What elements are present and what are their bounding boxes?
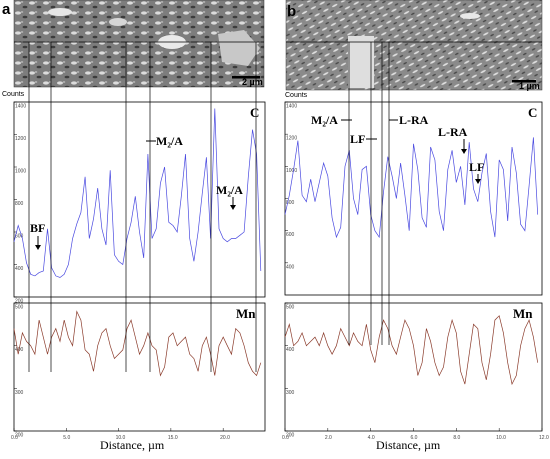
c-y-ticks-a: 200 400 600 800 1000 1200 1400 <box>14 101 26 305</box>
annotation-lf-down: LF <box>469 160 484 184</box>
y-tick-label: 1400 <box>15 104 26 110</box>
y-tick-label: 1000 <box>15 169 26 175</box>
element-label-c-a: C <box>250 105 259 120</box>
y-tick-label: 1200 <box>15 136 26 142</box>
c-plot-frame-a <box>13 101 266 298</box>
x-tick-label: 2.0 <box>325 435 332 441</box>
panel-a: a 2 µm Counts 200 400 600 800 1000 1200 1400 C… <box>2 0 266 452</box>
x-tick-label: 8.0 <box>453 435 460 441</box>
x-tick-label: 10.0 <box>496 435 506 441</box>
svg-text:M₂/A: M₂/A <box>311 113 338 127</box>
mn-line-a <box>13 310 262 377</box>
y-tick-label: 200 <box>15 433 24 439</box>
y-tick-label: 800 <box>15 201 24 207</box>
x-ticks-b: 0.0 2.0 4.0 6.0 8.0 10.0 12.0 <box>282 428 549 441</box>
x-axis-title-b: Distance, µm <box>376 438 441 452</box>
x-tick-label: 12.0 <box>539 435 549 441</box>
panel-b: b 1 µm Counts 400 600 800 1000 1200 1400 C 20… <box>282 0 549 452</box>
y-tick-label: 1400 <box>286 104 297 110</box>
element-label-c-b: C <box>528 105 537 120</box>
x-tick-label: 0.0 <box>282 435 289 441</box>
svg-text:L-RA: L-RA <box>438 125 468 139</box>
y-tick-label: 400 <box>286 264 295 270</box>
annotation-m2a-left: M₂/A <box>146 134 183 148</box>
y-tick-label: 200 <box>286 433 295 439</box>
mn-plot-frame-a <box>13 302 266 432</box>
guide-lines-a <box>28 42 257 372</box>
annotation-lra-down: L-RA <box>438 125 468 154</box>
annotation-m2a-b: M₂/A <box>311 113 352 127</box>
y-tick-label: 500 <box>286 305 295 311</box>
svg-text:LF: LF <box>350 132 365 146</box>
guide-lines-b <box>348 42 390 345</box>
scale-bar-label-a: 2 µm <box>242 77 263 87</box>
x-tick-label: 0.0 <box>11 435 18 441</box>
x-axis-title-a: Distance, µm <box>100 438 165 452</box>
svg-text:L-RA: L-RA <box>399 113 429 127</box>
x-tick-label: 6.0 <box>411 435 418 441</box>
mn-plot-frame-b <box>284 302 543 432</box>
svg-text:BF: BF <box>30 221 45 235</box>
x-tick-label: 5.0 <box>63 435 70 441</box>
mn-y-ticks-b: 200 300 400 500 <box>285 302 295 439</box>
svg-text:M₂/A: M₂/A <box>216 183 243 197</box>
counts-label-a: Counts <box>2 91 25 98</box>
c-plot-frame-b <box>284 101 543 296</box>
x-tick-label: 10.0 <box>116 435 126 441</box>
x-tick-label: 15.0 <box>168 435 178 441</box>
annotation-lf-left: LF <box>350 132 377 146</box>
element-label-mn-a: Mn <box>236 306 256 321</box>
c-plot-a: 200 400 600 800 1000 1200 1400 C <box>13 101 266 305</box>
x-tick-label: 20.0 <box>220 435 230 441</box>
c-plot-b: 400 600 800 1000 1200 1400 C <box>284 101 543 296</box>
svg-text:M₂/A: M₂/A <box>156 134 183 148</box>
svg-text:LF: LF <box>469 160 484 174</box>
y-tick-label: 300 <box>286 390 295 396</box>
c-line-b <box>284 137 539 239</box>
c-y-ticks-b: 400 600 800 1000 1200 1400 <box>285 101 297 270</box>
scale-bar-label-b: 1 µm <box>519 81 540 91</box>
panel-letter-a: a <box>2 1 11 18</box>
sem-micrograph-a <box>13 0 265 88</box>
y-tick-label: 800 <box>286 200 295 206</box>
annotation-m2a-down: M₂/A <box>216 183 243 210</box>
element-label-mn-b: Mn <box>513 306 533 321</box>
y-tick-label: 400 <box>286 347 295 353</box>
y-tick-label: 600 <box>286 232 295 238</box>
mn-line-b <box>284 315 539 386</box>
y-tick-label: 1000 <box>286 168 297 174</box>
y-tick-label: 200 <box>15 299 24 305</box>
counts-label-b: Counts <box>285 92 308 99</box>
c-line-a <box>13 108 262 278</box>
x-tick-label: 4.0 <box>368 435 375 441</box>
annotation-lra-left: L-RA <box>389 113 429 127</box>
y-tick-label: 300 <box>15 390 24 396</box>
x-ticks-a: 0.0 5.0 10.0 15.0 20.0 <box>11 428 230 441</box>
panel-letter-b: b <box>287 3 296 20</box>
y-tick-label: 500 <box>15 305 24 311</box>
annotation-bf: BF <box>30 221 45 250</box>
y-tick-label: 400 <box>15 266 24 272</box>
y-tick-label: 1200 <box>286 136 297 142</box>
y-tick-label: 600 <box>15 234 24 240</box>
sem-micrograph-b <box>285 0 543 91</box>
